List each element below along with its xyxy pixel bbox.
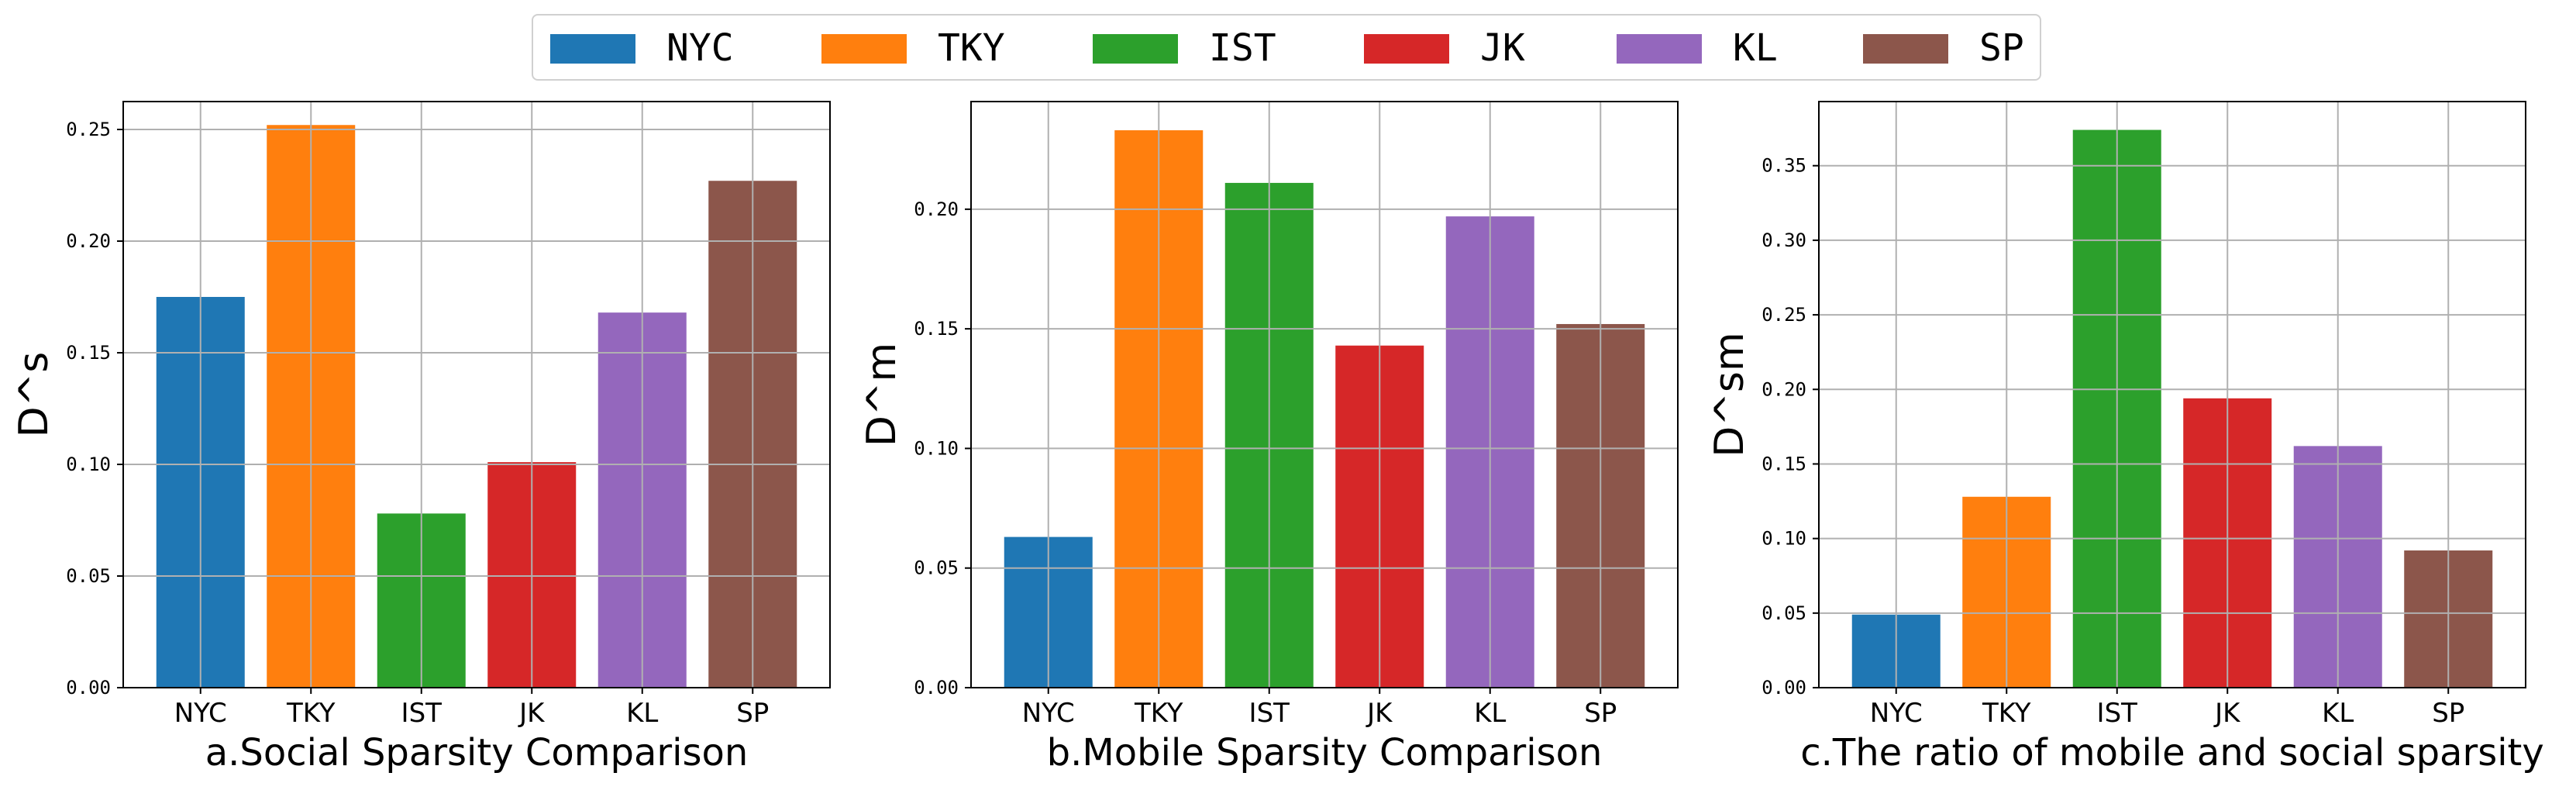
legend-label-kl: KL (1733, 26, 1778, 70)
x-axis-label-c: c.The ratio of mobile and social sparsit… (1800, 731, 2544, 774)
x-tick-label-c-kl: KL (2322, 698, 2354, 729)
x-tick-label-b-sp: SP (1584, 698, 1617, 729)
y-tick-label-c: 0.35 (1762, 155, 1806, 177)
x-tick-label-a-jk: JK (518, 698, 546, 729)
legend-swatch-kl (1617, 34, 1702, 64)
y-tick-label-a: 0.10 (66, 454, 111, 475)
y-tick-label-a: 0.20 (66, 230, 111, 252)
legend-swatch-sp (1863, 34, 1948, 64)
legend-label-tky: TKY (938, 26, 1005, 70)
plot-frame-a (122, 101, 831, 688)
x-tick-label-c-sp: SP (2432, 698, 2464, 729)
x-axis-label-a: a.Social Sparsity Comparison (205, 731, 749, 774)
x-tick-label-b-jk: JK (1365, 698, 1393, 729)
x-tick-label-b-nyc: NYC (1022, 698, 1075, 729)
legend-label-sp: SP (1979, 26, 2024, 70)
y-tick-label-a: 0.00 (66, 677, 111, 699)
x-tick-label-b-ist: IST (1249, 698, 1290, 729)
legend-swatch-tky (821, 34, 907, 64)
legend-swatch-nyc (550, 34, 635, 64)
plot-frame-b (970, 101, 1679, 688)
x-tick-label-c-jk: JK (2213, 698, 2241, 729)
y-tick-label-c: 0.05 (1762, 602, 1806, 624)
plot-frame-c (1818, 101, 2526, 688)
y-tick-label-c: 0.00 (1762, 677, 1806, 699)
legend-label-nyc: NYC (666, 26, 734, 70)
x-tick-label-b-kl: KL (1474, 698, 1506, 729)
y-tick-label-c: 0.15 (1762, 453, 1806, 474)
legend-swatch-ist (1093, 34, 1178, 64)
y-tick-label-c: 0.20 (1762, 378, 1806, 400)
legend-swatch-jk (1364, 34, 1449, 64)
y-tick-label-a: 0.05 (66, 565, 111, 587)
x-axis-label-b: b.Mobile Sparsity Comparison (1047, 731, 1603, 774)
y-axis-label-a: D^s (11, 352, 57, 438)
y-tick-label-a: 0.15 (66, 342, 111, 364)
y-tick-label-b: 0.00 (914, 677, 959, 699)
x-tick-label-b-tky: TKY (1134, 698, 1183, 729)
chart-legend: NYC TKY IST JK KL SP (532, 14, 2041, 81)
legend-label-jk: JK (1480, 26, 1525, 70)
y-tick-label-a: 0.25 (66, 119, 111, 140)
y-axis-label-b: D^m (859, 343, 905, 447)
y-tick-label-b: 0.10 (914, 437, 959, 459)
y-tick-label-c: 0.25 (1762, 304, 1806, 326)
x-tick-label-c-ist: IST (2097, 698, 2138, 729)
x-tick-label-a-ist: IST (401, 698, 443, 729)
y-tick-label-b: 0.05 (914, 557, 959, 579)
x-tick-label-a-nyc: NYC (174, 698, 227, 729)
x-tick-label-c-tky: TKY (1982, 698, 2031, 729)
x-tick-label-a-sp: SP (736, 698, 769, 729)
y-tick-label-c: 0.10 (1762, 528, 1806, 550)
y-tick-label-c: 0.30 (1762, 229, 1806, 251)
x-tick-label-c-nyc: NYC (1870, 698, 1923, 729)
y-tick-label-b: 0.15 (914, 318, 959, 340)
x-tick-label-a-kl: KL (626, 698, 658, 729)
x-tick-label-a-tky: TKY (286, 698, 336, 729)
legend-label-ist: IST (1209, 26, 1276, 70)
y-axis-label-c: D^sm (1706, 332, 1753, 457)
y-tick-label-b: 0.20 (914, 198, 959, 220)
